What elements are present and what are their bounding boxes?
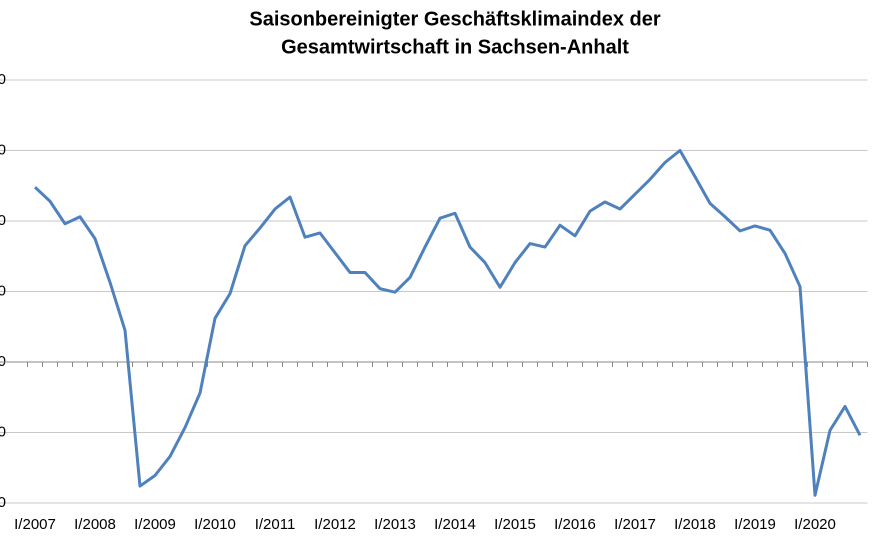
y-tick-label: 30 [0, 141, 6, 158]
x-tick-label: I/2020 [794, 516, 836, 533]
x-tick-label: I/2018 [674, 516, 716, 533]
chart-title: Saisonbereinigter Geschäftsklimaindex de… [249, 8, 660, 30]
y-tick-label: -10 [0, 423, 6, 440]
x-tick-label: I/2016 [554, 516, 596, 533]
x-tick-label: I/2015 [494, 516, 536, 533]
y-tick-label: -20 [0, 494, 6, 511]
x-tick-label: I/2013 [374, 516, 416, 533]
y-tick-label: 10 [0, 282, 6, 299]
x-tick-label: I/2017 [614, 516, 656, 533]
x-tick-label: I/2012 [314, 516, 356, 533]
x-tick-label: I/2014 [434, 516, 476, 533]
x-tick-label: I/2007 [14, 516, 56, 533]
x-tick-label: I/2009 [134, 516, 176, 533]
data-line [33, 149, 862, 497]
x-tick-label: I/2008 [74, 516, 116, 533]
x-tick-label: I/2010 [194, 516, 236, 533]
chart-title: Gesamtwirtschaft in Sachsen-Anhalt [281, 36, 629, 58]
y-tick-label: 20 [0, 212, 6, 229]
y-tick-label: 0 [0, 353, 6, 370]
y-tick-label: 40 [0, 71, 6, 88]
x-tick-label: I/2011 [255, 516, 296, 533]
x-tick-label: I/2019 [734, 516, 776, 533]
